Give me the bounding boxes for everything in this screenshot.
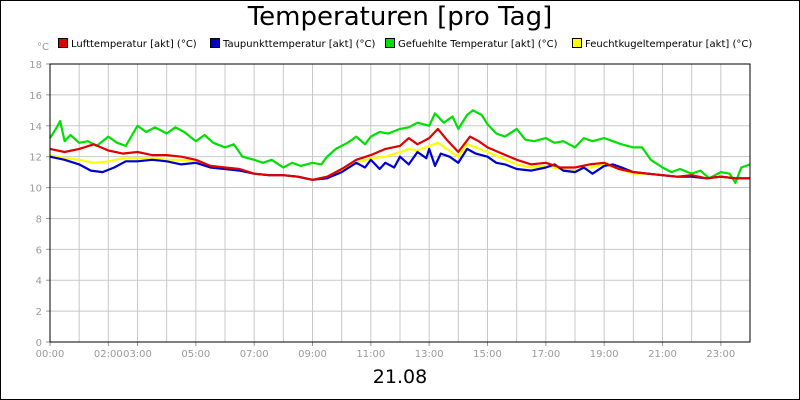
legend-item-lufttemperatur: Lufttemperatur [akt] (°C): [58, 38, 197, 50]
legend-label-taupunkttemperatur: Taupunkttemperatur [akt] (°C): [223, 39, 376, 50]
line-taupunkttemperatur: [49, 147, 750, 181]
grid: [50, 63, 750, 343]
x-tick-label: 07:00: [240, 349, 269, 360]
x-tick-label: 21:00: [648, 349, 677, 360]
axes: 0 2 4 6 8 10 12 14 16 18 00:00 02:00 03:00 05:00 07:00…: [29, 60, 751, 360]
y-tick-label: 12: [29, 153, 42, 164]
legend-label-feuchtkugeltemperatur: Feuchtkugeltemperatur [akt] (°C): [585, 39, 753, 50]
y-tick-label: 16: [29, 91, 42, 102]
x-tick-label: 15:00: [473, 349, 502, 360]
y-tick-label: 0: [36, 338, 42, 349]
legend-item-taupunkttemperatur: Taupunkttemperatur [akt] (°C): [210, 38, 375, 50]
y-tick-label: 14: [29, 122, 42, 133]
plot-area-border: [49, 63, 751, 343]
x-tick-label: 17:00: [531, 349, 560, 360]
x-tick-label: 23:00: [706, 349, 735, 360]
x-tick-label: 00:00: [36, 349, 65, 360]
x-tick-label: 05:00: [181, 349, 210, 360]
x-tick-label: 03:00: [123, 349, 152, 360]
legend: Lufttemperatur [akt] (°C) Taupunkttemper…: [0, 38, 800, 52]
legend-swatch-gefuehlte-temperatur: [385, 38, 395, 48]
legend-label-gefuehlte-temperatur: Gefuehlte Temperatur [akt] (°C): [398, 39, 558, 50]
y-axis-unit: °C: [37, 42, 49, 53]
x-tick-label: 11:00: [356, 349, 385, 360]
legend-swatch-taupunkttemperatur: [210, 38, 220, 48]
legend-item-feuchtkugeltemperatur: Feuchtkugeltemperatur [akt] (°C): [572, 38, 752, 50]
line-gefuehlte-temperatur: [49, 109, 751, 184]
y-tick-label: 2: [36, 307, 42, 318]
series-lines: [49, 109, 751, 184]
legend-label-lufttemperatur: Lufttemperatur [akt] (°C): [71, 39, 197, 50]
legend-item-gefuehlte-temperatur: Gefuehlte Temperatur [akt] (°C): [385, 38, 557, 50]
x-axis-date-label: 21.08: [372, 366, 428, 388]
y-tick-label: 4: [36, 276, 42, 287]
legend-swatch-feuchtkugeltemperatur: [572, 38, 582, 48]
y-tick-label: 10: [29, 184, 42, 195]
x-tick-label: 19:00: [590, 349, 619, 360]
y-tick-label: 18: [29, 60, 42, 71]
line-lufttemperatur: [49, 127, 750, 181]
legend-swatch-lufttemperatur: [58, 38, 68, 48]
y-tick-label: 8: [36, 214, 42, 225]
x-tick-label: 09:00: [298, 349, 327, 360]
x-tick-label: 02:00: [94, 349, 123, 360]
y-tick-label: 6: [36, 245, 42, 256]
x-tick-label: 13:00: [415, 349, 444, 360]
chart-title: Temperaturen [pro Tag]: [247, 2, 553, 32]
